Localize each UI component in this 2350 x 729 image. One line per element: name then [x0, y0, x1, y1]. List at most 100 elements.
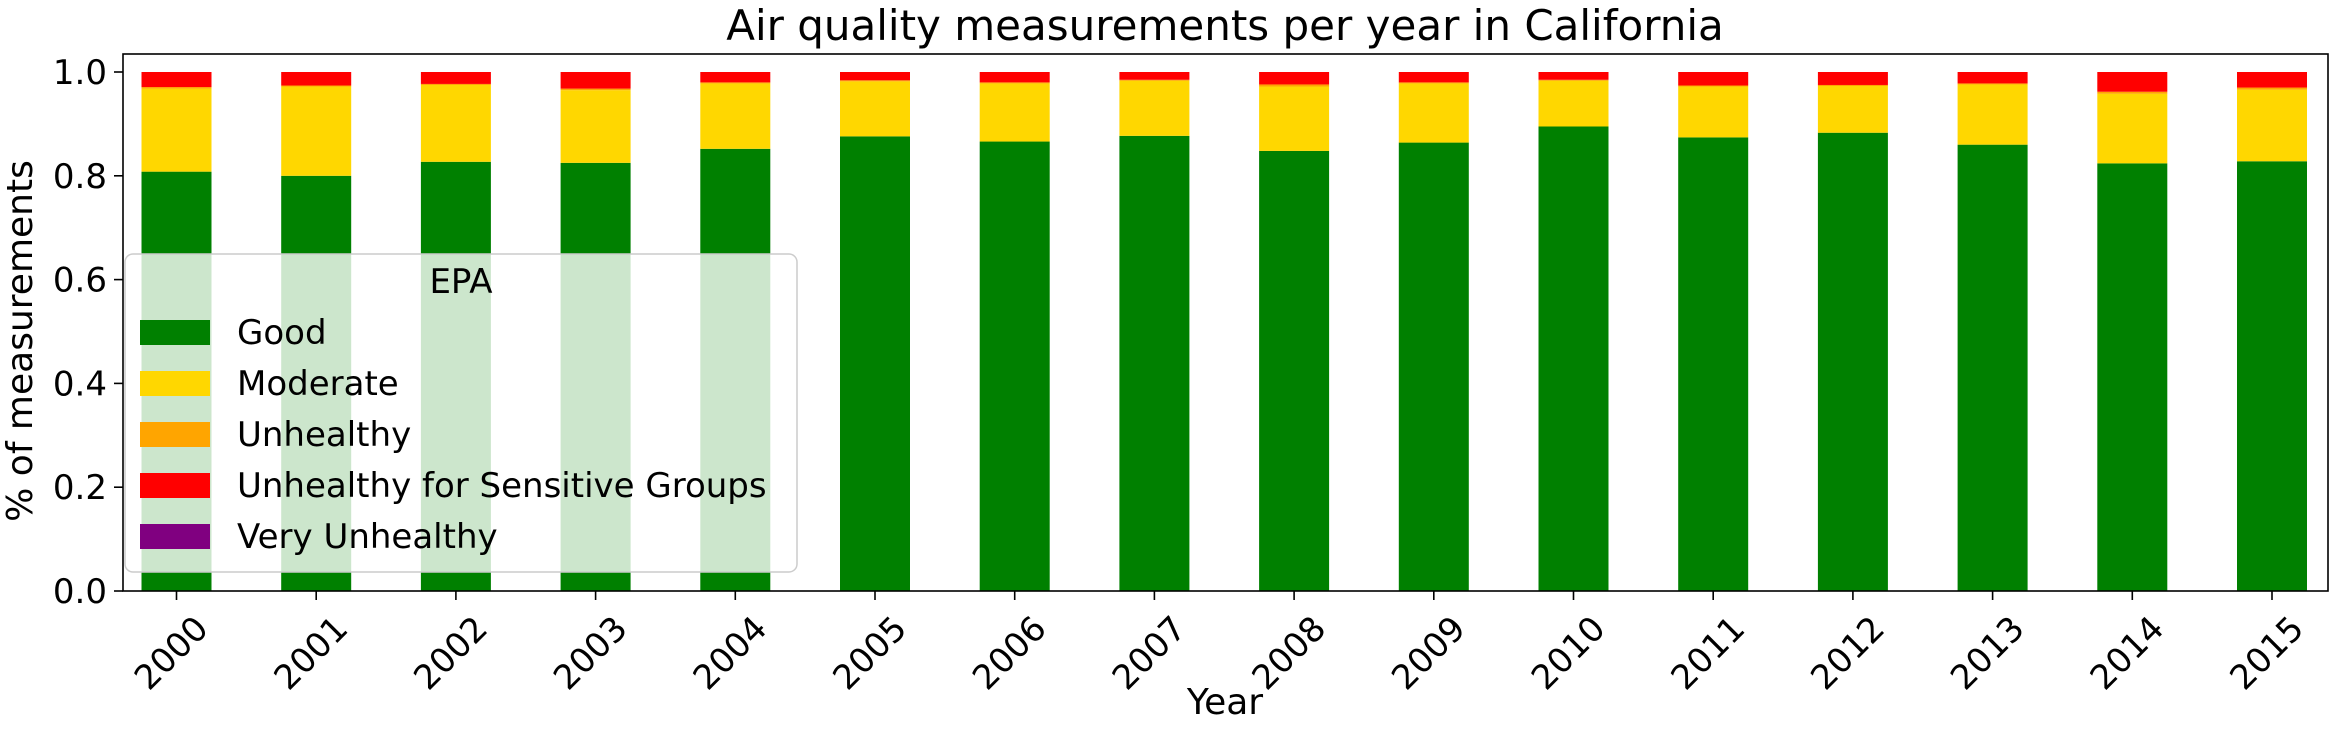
- bar-unhealthy-for-sensitive-groups-2004: [700, 72, 771, 83]
- legend-label: Very Unhealthy: [237, 517, 498, 557]
- y-tick-label: 0.4: [53, 364, 107, 404]
- bar-unhealthy-2007: [1119, 79, 1190, 81]
- bar-unhealthy-2006: [979, 82, 1050, 84]
- bar-moderate-2000: [141, 88, 212, 172]
- bar-moderate-2002: [420, 84, 491, 162]
- bar-unhealthy-for-sensitive-groups-2015: [2237, 72, 2307, 88]
- bar-moderate-2013: [1957, 84, 2028, 145]
- bar-unhealthy-2015: [2237, 87, 2307, 90]
- bar-moderate-2012: [1817, 86, 1888, 133]
- bar-unhealthy-for-sensitive-groups-2001: [281, 72, 352, 86]
- bar-unhealthy-2005: [840, 80, 910, 82]
- bar-unhealthy-for-sensitive-groups-2005: [840, 72, 910, 81]
- legend-swatch: [140, 422, 210, 447]
- bar-moderate-2003: [560, 90, 631, 163]
- bar-good-2009: [1398, 142, 1469, 592]
- legend-label: Unhealthy: [237, 415, 411, 455]
- x-tick-label: 2009: [1384, 609, 1473, 698]
- bar-moderate-2014: [2097, 93, 2168, 164]
- bar-good-2012: [1817, 132, 1888, 591]
- legend-label: Moderate: [237, 364, 399, 404]
- legend-swatch: [140, 473, 210, 498]
- bar-unhealthy-for-sensitive-groups-2003: [560, 72, 631, 89]
- bar-unhealthy-2002: [420, 83, 491, 85]
- x-axis-label: Year: [1186, 682, 1263, 723]
- x-tick-label: 2013: [1943, 609, 2032, 698]
- legend-swatch: [140, 524, 210, 549]
- bar-unhealthy-for-sensitive-groups-2006: [979, 72, 1050, 83]
- legend-label: Unhealthy for Sensitive Groups: [237, 466, 767, 506]
- bar-unhealthy-for-sensitive-groups-2002: [420, 72, 491, 84]
- x-tick-label: 2002: [406, 609, 495, 698]
- legend-title: EPA: [429, 262, 492, 302]
- bar-moderate-2006: [979, 83, 1050, 142]
- bar-unhealthy-for-sensitive-groups-2012: [1817, 72, 1888, 85]
- x-tick-label: 2000: [127, 609, 216, 698]
- bar-unhealthy-2010: [1538, 79, 1609, 81]
- bar-good-2006: [979, 141, 1050, 591]
- bar-good-2005: [840, 136, 910, 591]
- legend-swatch: [140, 320, 210, 345]
- chart-title: Air quality measurements per year in Cal…: [726, 1, 1724, 50]
- bar-unhealthy-for-sensitive-groups-2014: [2097, 72, 2168, 92]
- x-tick-label: 2006: [965, 609, 1054, 698]
- bar-good-2013: [1957, 144, 2028, 591]
- x-tick-label: 2004: [686, 609, 775, 698]
- x-tick-label: 2003: [546, 609, 635, 698]
- legend-box: [124, 253, 798, 573]
- bar-unhealthy-for-sensitive-groups-2011: [1678, 72, 1749, 86]
- y-tick-label: 0.2: [53, 468, 107, 508]
- x-tick-label: 2011: [1664, 609, 1753, 698]
- bar-moderate-2015: [2237, 89, 2307, 162]
- bar-moderate-2008: [1259, 86, 1330, 151]
- y-tick-label: 1.0: [53, 53, 107, 93]
- bar-unhealthy-for-sensitive-groups-2008: [1259, 72, 1330, 85]
- bar-unhealthy-for-sensitive-groups-2000: [141, 72, 212, 88]
- bar-unhealthy-2009: [1398, 82, 1469, 84]
- bar-moderate-2009: [1398, 83, 1469, 143]
- legend-items: Good Moderate Unhealthy Unhealthy for Sensi…: [140, 313, 767, 557]
- y-tick-label: 0.8: [53, 157, 107, 197]
- x-tick-label: 2015: [2222, 609, 2311, 698]
- x-tick-label: 2007: [1105, 609, 1194, 698]
- bar-good-2010: [1538, 126, 1609, 592]
- bar-good-2014: [2097, 163, 2168, 591]
- bar-unhealthy-for-sensitive-groups-2010: [1538, 72, 1609, 80]
- bar-moderate-2001: [281, 86, 352, 176]
- bar-unhealthy-2000: [141, 87, 212, 89]
- bar-unhealthy-for-sensitive-groups-2013: [1957, 72, 2028, 84]
- bar-good-2011: [1678, 137, 1749, 592]
- bar-unhealthy-2012: [1817, 84, 1888, 87]
- y-tick-label: 0.6: [53, 261, 107, 301]
- bar-unhealthy-2001: [281, 85, 352, 87]
- x-tick-label: 2005: [825, 609, 914, 698]
- bar-unhealthy-2004: [700, 82, 771, 84]
- x-tick-label: 2010: [1524, 609, 1613, 698]
- bar-moderate-2010: [1538, 80, 1609, 127]
- bar-moderate-2004: [700, 83, 771, 149]
- bar-good-2008: [1259, 150, 1330, 591]
- bar-unhealthy-for-sensitive-groups-2007: [1119, 72, 1190, 80]
- bar-good-2007: [1119, 135, 1190, 591]
- y-axis-label: % of measurements: [0, 160, 41, 522]
- bar-unhealthy-2003: [560, 88, 631, 91]
- x-tick-label: 2014: [2083, 609, 2172, 698]
- bar-unhealthy-2008: [1259, 84, 1330, 87]
- y-axis-ticks: 0.0 0.2 0.4 0.6 0.8 1.0: [53, 53, 123, 612]
- bar-moderate-2011: [1678, 86, 1749, 138]
- bar-moderate-2005: [840, 81, 910, 137]
- legend-label: Good: [237, 313, 327, 353]
- bar-good-2015: [2237, 161, 2307, 591]
- bars-layer: [141, 72, 2307, 592]
- y-tick-label: 0.0: [53, 572, 107, 612]
- x-tick-label: 2001: [267, 609, 356, 698]
- bar-unhealthy-2011: [1678, 85, 1749, 87]
- legend: EPA Good Moderate Unhealthy Unhealthy for S…: [124, 253, 798, 573]
- plot-frame: [122, 53, 2329, 592]
- bar-unhealthy-for-sensitive-groups-2009: [1398, 72, 1469, 83]
- x-tick-label: 2012: [1803, 609, 1892, 698]
- legend-swatch: [140, 371, 210, 396]
- bar-moderate-2007: [1119, 80, 1190, 136]
- bar-unhealthy-2014: [2097, 91, 2168, 94]
